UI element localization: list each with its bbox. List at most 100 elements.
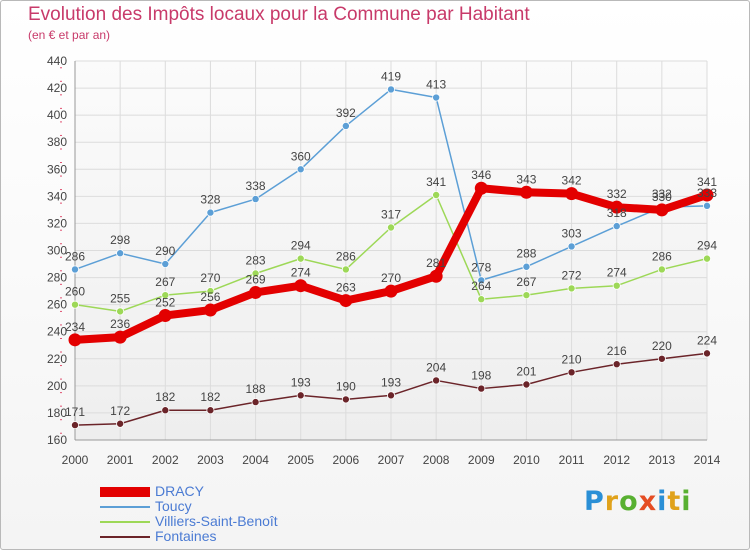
data-point-toucy — [703, 201, 712, 210]
x-tick-label: 2011 — [559, 453, 585, 467]
data-label-villiers-saint-beno-t: 264 — [471, 279, 491, 293]
data-point-dracy — [249, 285, 263, 299]
data-point-villiers-saint-beno-t — [477, 295, 486, 304]
data-point-dracy — [384, 284, 398, 298]
data-label-toucy: 419 — [381, 69, 401, 83]
data-point-villiers-saint-beno-t — [567, 284, 576, 293]
data-point-toucy — [206, 208, 215, 217]
data-label-villiers-saint-beno-t: 294 — [291, 239, 311, 253]
data-point-villiers-saint-beno-t — [522, 291, 531, 300]
data-point-dracy — [203, 303, 217, 317]
data-label-villiers-saint-beno-t: 317 — [381, 207, 401, 221]
x-tick-label: 2013 — [649, 453, 676, 467]
data-point-dracy — [68, 333, 82, 347]
y-tick-label: 200 — [47, 379, 67, 393]
data-point-dracy — [429, 269, 443, 283]
legend-label: Fontaines — [155, 528, 217, 544]
data-point-villiers-saint-beno-t — [296, 254, 305, 263]
data-point-fontaines — [71, 421, 80, 430]
data-point-villiers-saint-beno-t — [612, 281, 621, 290]
data-point-fontaines — [522, 380, 531, 389]
y-tick-label: 260 — [47, 298, 67, 312]
data-label-toucy: 333 — [697, 186, 717, 200]
x-tick-label: 2000 — [62, 453, 89, 467]
data-label-toucy: 318 — [607, 206, 627, 220]
data-point-fontaines — [161, 406, 170, 415]
chart-subtitle: (en € et par an) — [28, 28, 111, 42]
data-label-villiers-saint-beno-t: 294 — [697, 239, 717, 253]
x-tick-label: 2003 — [197, 453, 224, 467]
legend-item: Villiers-Saint-Benoît — [100, 514, 400, 529]
data-point-dracy — [610, 200, 624, 214]
data-point-villiers-saint-beno-t — [432, 191, 441, 200]
legend-swatch — [100, 520, 150, 523]
data-label-dracy: 270 — [381, 271, 401, 285]
legend-label: Toucy — [155, 498, 192, 514]
data-label-toucy: 360 — [291, 149, 311, 163]
chart-title: Evolution des Impôts locaux pour la Comm… — [28, 4, 530, 25]
data-label-fontaines: 188 — [246, 382, 266, 396]
data-label-villiers-saint-beno-t: 341 — [426, 175, 446, 189]
y-tick-label: 160 — [47, 433, 67, 447]
data-label-fontaines: 190 — [336, 379, 356, 393]
data-label-villiers-saint-beno-t: 286 — [652, 249, 672, 263]
y-tick-label: 300 — [47, 244, 67, 258]
legend-item: Toucy — [100, 499, 400, 514]
logo-letter: P — [584, 486, 605, 517]
data-point-toucy — [296, 165, 305, 174]
data-point-toucy — [477, 276, 486, 285]
data-label-fontaines: 182 — [200, 390, 220, 404]
x-tick-label: 2008 — [423, 453, 450, 467]
y-tick-label: 220 — [47, 352, 67, 366]
data-label-toucy: 413 — [426, 78, 446, 92]
logo-letter: x — [638, 486, 658, 517]
chart-legend: DRACY Toucy Villiers-Saint-Benoît Fontaines — [100, 484, 400, 544]
data-label-dracy: 234 — [65, 320, 85, 334]
data-label-villiers-saint-beno-t: 270 — [200, 271, 220, 285]
x-tick-label: 2012 — [603, 453, 630, 467]
data-point-toucy — [522, 262, 531, 271]
y-tick-label: 280 — [47, 271, 67, 285]
logo-letter: r — [604, 486, 620, 517]
data-point-dracy — [519, 185, 533, 199]
data-point-dracy — [655, 203, 669, 217]
x-tick-label: 2004 — [242, 453, 269, 467]
data-label-dracy: 263 — [336, 281, 356, 295]
data-point-villiers-saint-beno-t — [206, 287, 215, 296]
data-label-dracy: 332 — [607, 187, 627, 201]
data-label-fontaines: 204 — [426, 360, 446, 374]
y-tick-label: 320 — [47, 216, 67, 230]
data-label-villiers-saint-beno-t: 267 — [516, 275, 536, 289]
data-label-toucy: 278 — [471, 260, 491, 274]
data-point-dracy — [565, 187, 579, 201]
data-label-villiers-saint-beno-t: 267 — [155, 275, 175, 289]
data-label-fontaines: 201 — [516, 365, 536, 379]
data-label-toucy: 338 — [246, 179, 266, 193]
data-label-dracy: 269 — [246, 272, 266, 286]
data-point-fontaines — [612, 360, 621, 369]
data-label-dracy: 274 — [291, 266, 311, 280]
logo-letter: o — [619, 486, 639, 517]
data-label-dracy: 343 — [516, 172, 536, 186]
data-point-toucy — [567, 242, 576, 251]
data-point-toucy — [116, 249, 125, 258]
y-tick-label: 240 — [47, 325, 67, 339]
y-tick-label: 440 — [47, 54, 67, 68]
data-point-dracy — [158, 308, 172, 322]
x-tick-label: 2001 — [107, 453, 134, 467]
data-label-fontaines: 171 — [65, 405, 85, 419]
data-label-villiers-saint-beno-t: 260 — [65, 285, 85, 299]
data-point-fontaines — [477, 384, 486, 393]
legend-swatch — [100, 505, 150, 508]
data-point-villiers-saint-beno-t — [71, 300, 80, 309]
data-label-fontaines: 172 — [110, 404, 130, 418]
legend-item: Fontaines — [100, 529, 400, 544]
data-point-toucy — [341, 121, 350, 130]
data-point-fontaines — [341, 395, 350, 404]
data-label-dracy: 256 — [200, 290, 220, 304]
data-point-villiers-saint-beno-t — [251, 269, 260, 278]
data-point-dracy — [339, 294, 353, 308]
data-point-toucy — [432, 93, 441, 102]
legend-label: Villiers-Saint-Benoît — [155, 513, 278, 529]
